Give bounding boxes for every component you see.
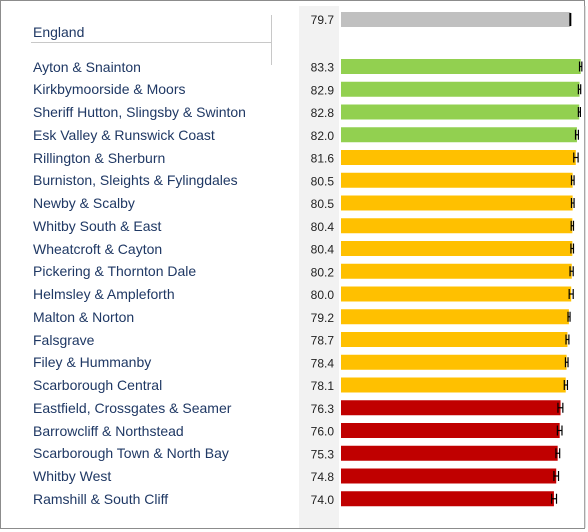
value-label: 74.8	[311, 470, 335, 484]
england-bar	[341, 12, 571, 27]
category-label: Pickering & Thornton Dale	[33, 263, 197, 280]
category-label: Ayton & Snainton	[33, 58, 141, 75]
value-label: 80.5	[311, 197, 335, 211]
category-label: Ramshill & South Cliff	[33, 490, 169, 507]
value-label: 82.8	[311, 106, 335, 120]
value-label: 80.2	[311, 265, 335, 279]
value-label: 76.0	[311, 425, 335, 439]
bar	[341, 81, 580, 97]
bar	[341, 263, 572, 279]
category-label: Sheriff Hutton, Slingsby & Swinton	[33, 104, 246, 120]
category-label: Whitby South & East	[33, 217, 162, 234]
england-label: England	[33, 24, 85, 40]
england-value-label: 79.7	[311, 13, 335, 27]
bar	[341, 332, 568, 347]
value-label: 80.4	[311, 243, 335, 257]
category-label: Helmsley & Ampleforth	[33, 286, 175, 302]
bar	[341, 491, 554, 507]
category-label: Newby & Scalby	[33, 195, 135, 211]
bar	[341, 309, 569, 325]
value-label: 81.6	[311, 152, 335, 166]
bar	[341, 195, 573, 211]
value-label: 78.1	[311, 379, 335, 393]
bar	[341, 445, 558, 461]
value-column-background	[299, 6, 339, 528]
england-divider-vertical	[271, 15, 272, 65]
category-label: Kirkbymoorside & Moors	[33, 81, 186, 98]
england-header-box	[31, 15, 272, 65]
bar	[341, 59, 581, 74]
value-label: 79.2	[311, 311, 335, 325]
category-label: Filey & Hummanby	[33, 354, 152, 371]
category-label: Eastfield, Crossgates & Seamer	[33, 399, 232, 416]
category-label: Malton & Norton	[33, 308, 135, 325]
england-divider-horizontal	[31, 42, 272, 43]
value-label: 76.3	[311, 402, 335, 416]
value-label: 75.3	[311, 447, 335, 461]
category-label: Falsgrave	[33, 331, 95, 348]
category-label: Burniston, Sleights & Fylingdales	[33, 172, 238, 189]
bar	[341, 150, 576, 165]
bar	[341, 400, 561, 416]
bar	[341, 241, 573, 256]
value-label: 80.0	[311, 288, 335, 302]
category-label: Rillington & Sherburn	[33, 149, 166, 166]
bar	[341, 104, 580, 120]
bar	[341, 127, 577, 143]
bar	[341, 354, 567, 370]
value-label: 82.9	[311, 83, 335, 97]
value-label: 80.5	[311, 174, 335, 188]
bar	[341, 423, 560, 438]
bar	[341, 286, 572, 302]
area-label-column: England Ayton & Snainton Kirkbymoorside &…	[1, 1, 301, 530]
category-label: Wheatcroft & Cayton	[33, 240, 163, 257]
bar	[341, 468, 557, 484]
bar	[341, 377, 566, 393]
bar	[341, 218, 573, 234]
value-label: 78.7	[311, 334, 335, 348]
value-label: 78.4	[311, 356, 335, 370]
category-label: Scarborough Town & North Bay	[33, 445, 229, 462]
category-label: Barrowcliff & Northstead	[33, 422, 184, 439]
category-label: Esk Valley & Runswick Coast	[33, 126, 215, 143]
category-label: Whitby West	[33, 468, 112, 484]
bar	[341, 172, 573, 188]
value-label: 74.0	[311, 493, 335, 507]
value-label: 82.0	[311, 129, 335, 143]
category-label: Scarborough Central	[33, 377, 163, 393]
value-label: 83.3	[311, 61, 335, 75]
value-label: 80.4	[311, 220, 335, 234]
